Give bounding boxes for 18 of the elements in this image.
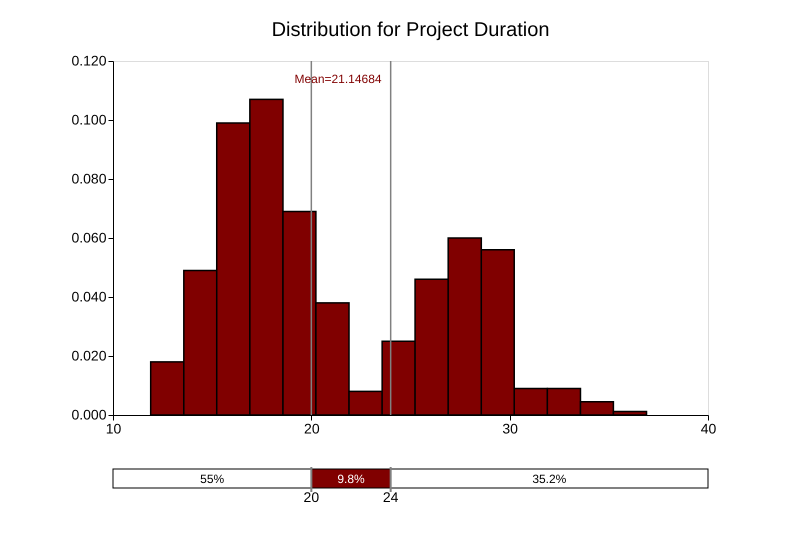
text: 55% [200,472,224,486]
text: 24 [382,489,399,505]
x-tick-label: 10 [106,420,122,436]
text: 35.2% [532,472,567,486]
y-tick-label: 0.080 [71,170,107,186]
y-tick-label: 0.120 [71,52,107,68]
y-tick-label: 0.060 [71,230,107,246]
y-tick-label: 0.100 [71,112,107,128]
x-tick-label: 20 [304,420,320,436]
annotation: Mean=21.14684 [294,72,382,86]
x-tick-label: 30 [502,420,518,436]
y-tick-label: 0.020 [71,348,107,364]
x-tick-label: 40 [700,420,716,436]
text: 9.8% [337,472,365,486]
chart-title: Distribution for Project Duration [272,19,550,41]
text: 20 [304,489,320,505]
y-tick-label: 0.040 [71,288,107,304]
y-tick-label: 0.000 [71,406,107,422]
